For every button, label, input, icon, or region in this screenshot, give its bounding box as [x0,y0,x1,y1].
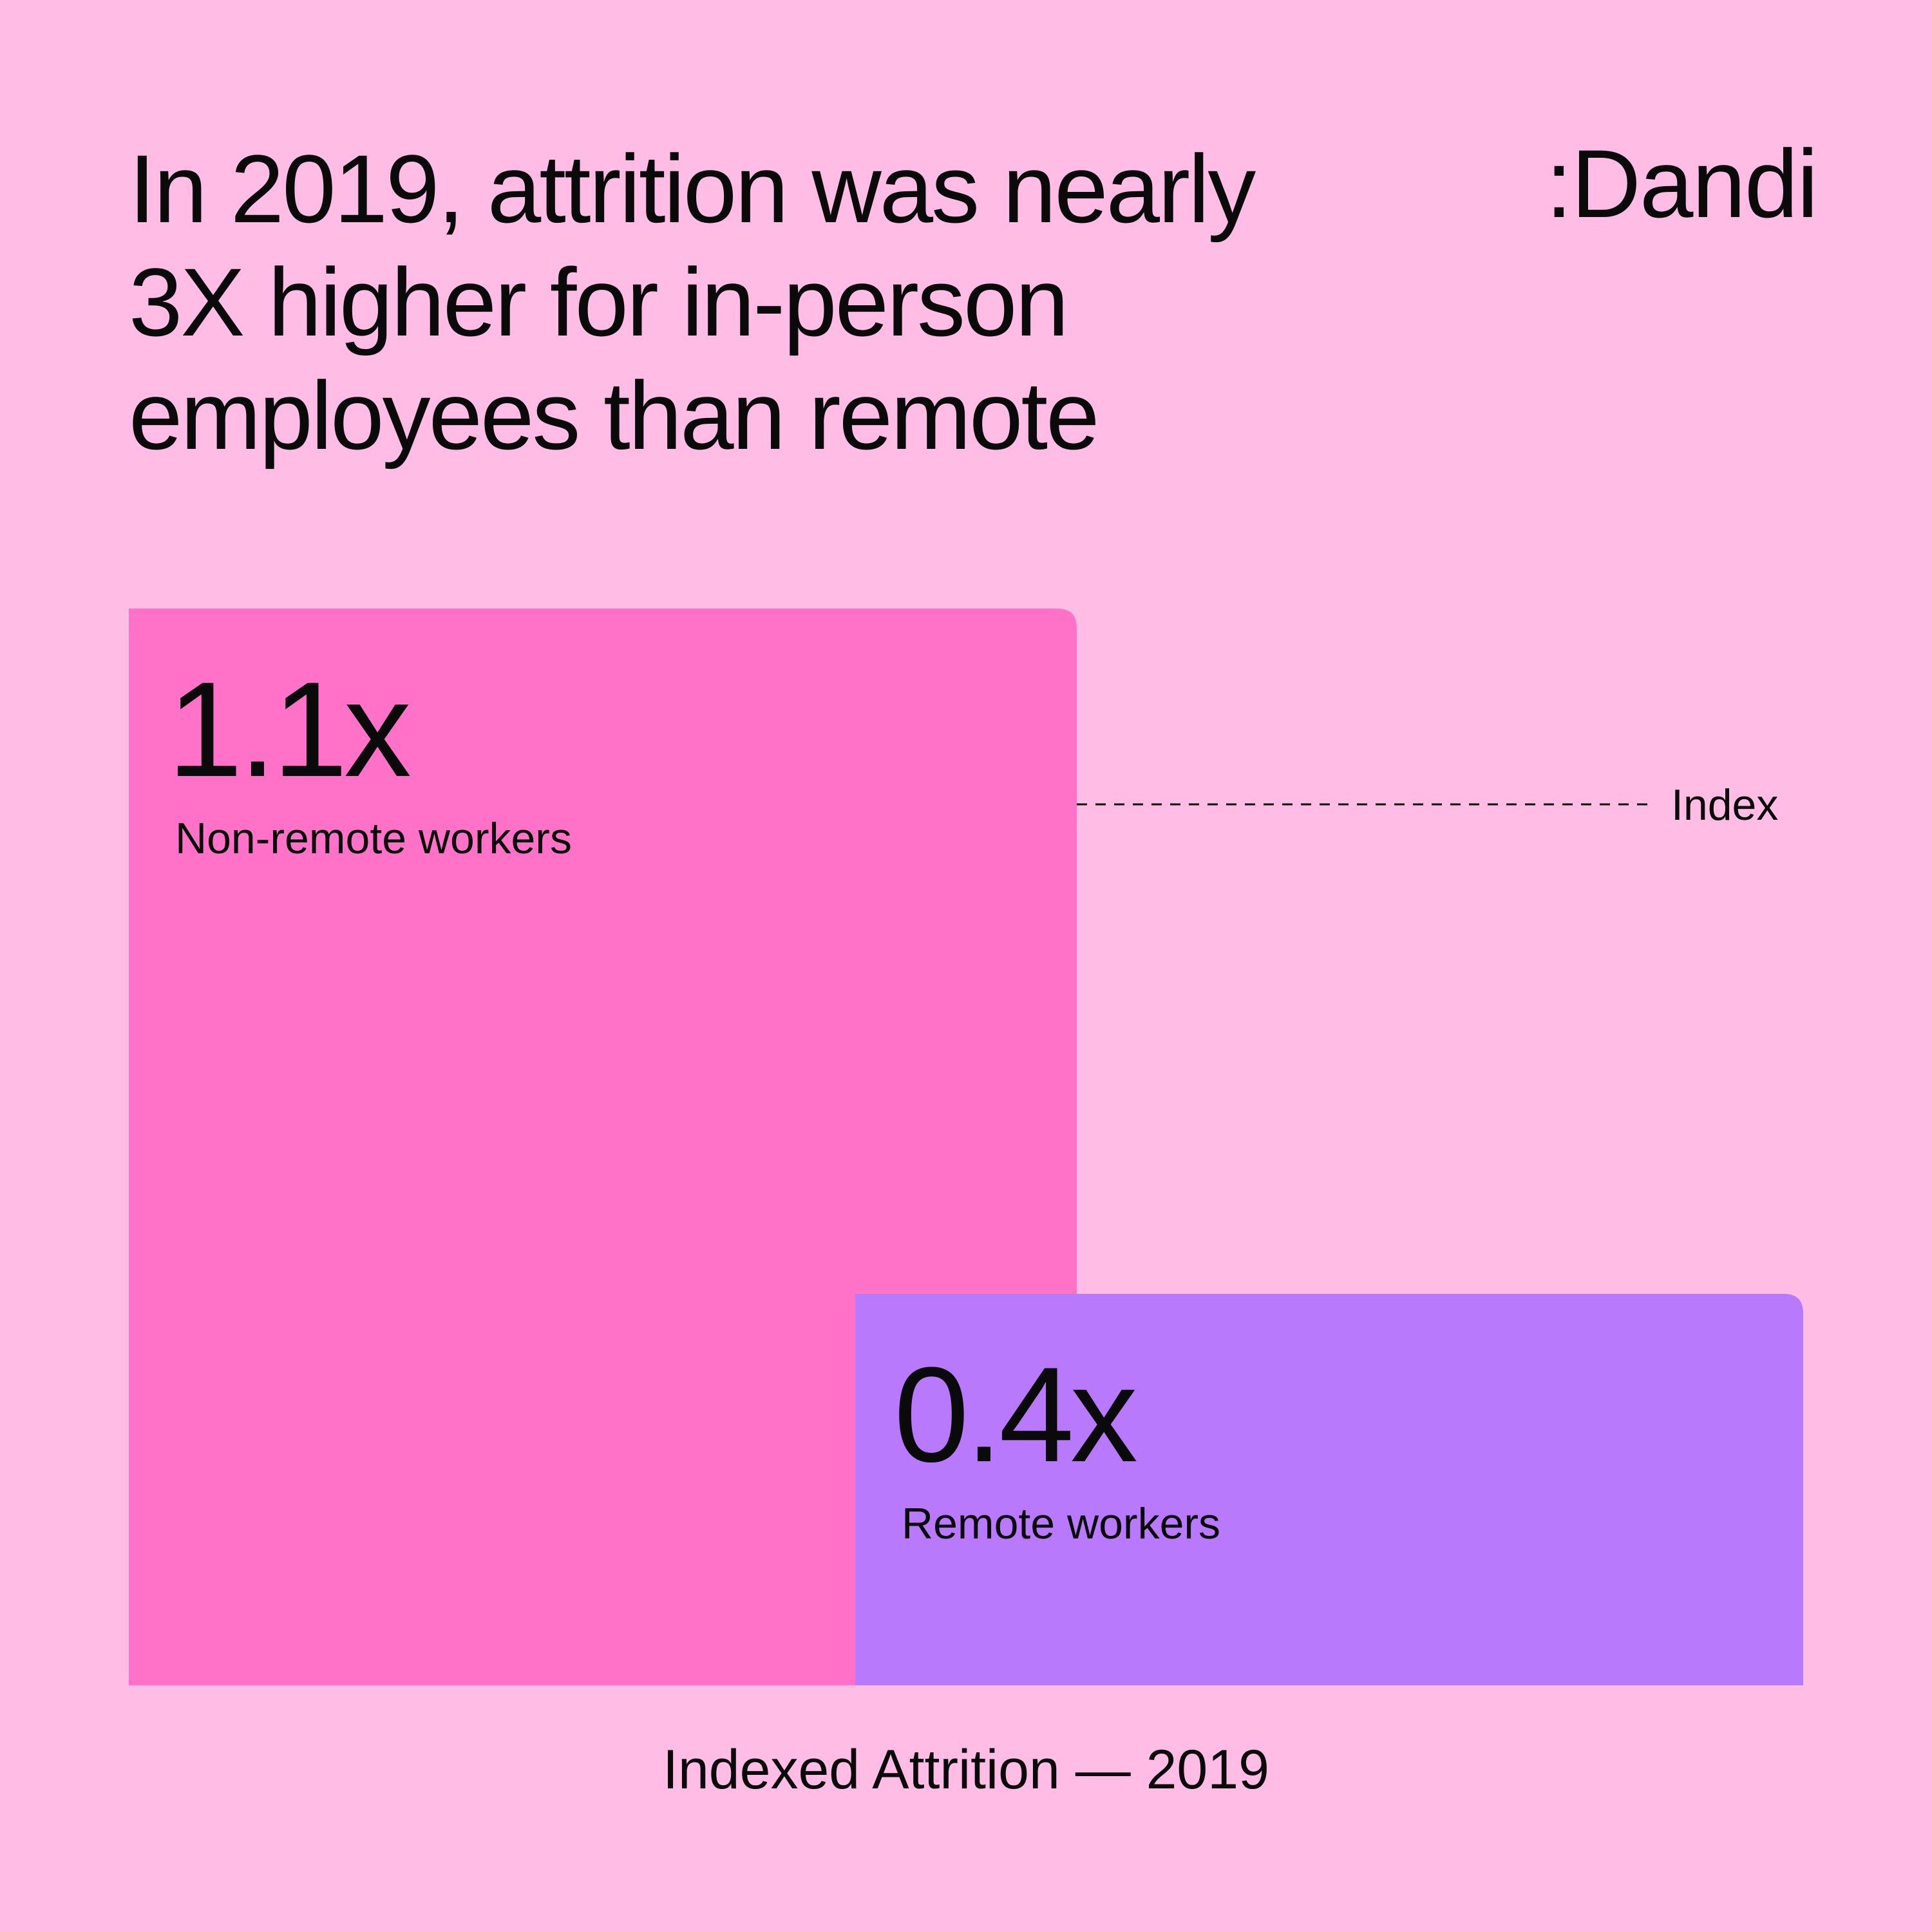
value-label-non-remote: 1.1x [167,654,410,805]
category-label-remote: Remote workers [902,1499,1220,1548]
index-label: Index [1671,781,1778,829]
brand-logo: :Dandi [1546,129,1819,238]
category-label-non-remote: Non-remote workers [175,814,572,863]
page-title: In 2019, attrition was nearly 3X higher … [129,135,1256,469]
bar-remote-workers [855,1294,1803,1685]
value-label-remote: 0.4x [894,1339,1137,1490]
x-axis-label: Indexed Attrition — 2019 [663,1739,1269,1801]
bar-non-remote-workers [129,609,1077,1685]
